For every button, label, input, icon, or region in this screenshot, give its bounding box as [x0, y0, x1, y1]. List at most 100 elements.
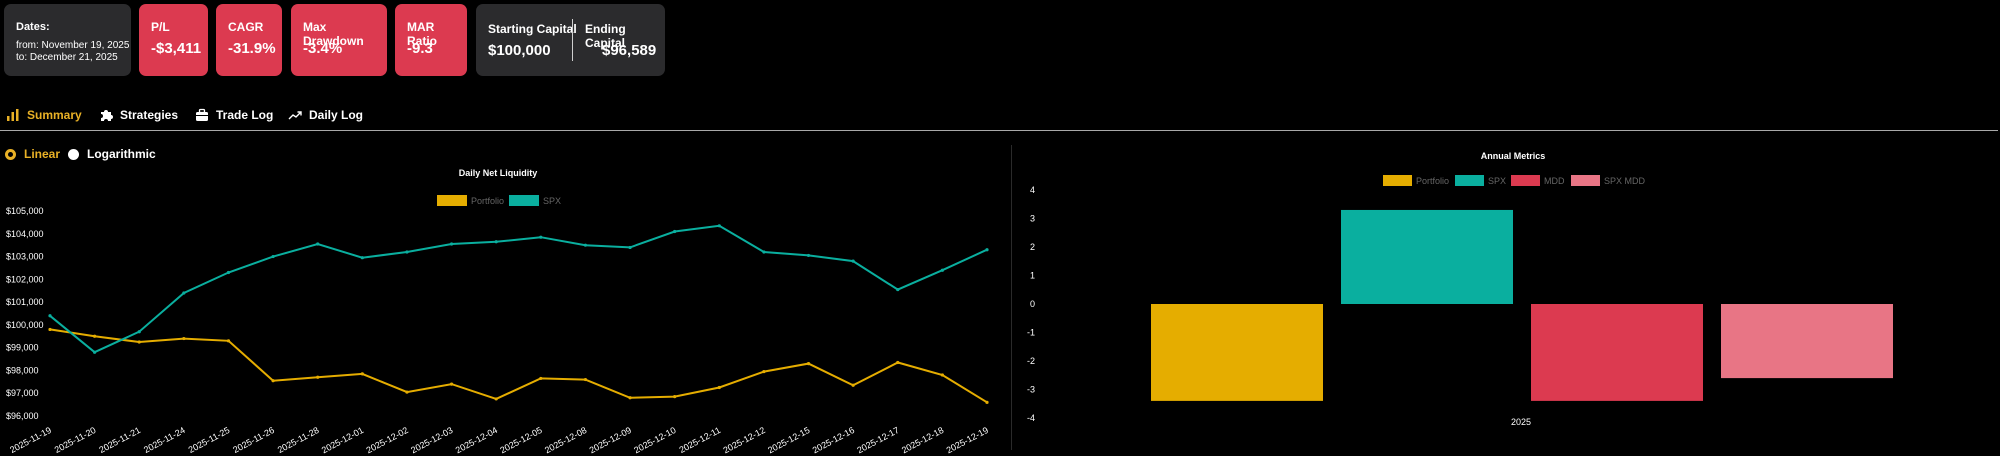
- max-drawdown-label: Max Drawdown: [303, 20, 364, 48]
- data-point-portfolio: [405, 390, 409, 394]
- data-point-spx: [673, 229, 677, 234]
- radio-unselected-icon: [68, 148, 79, 160]
- pl-value: -$3,411: [151, 40, 202, 57]
- dates-to: to: December 21, 2025: [16, 52, 118, 63]
- logarithmic-radio[interactable]: Logarithmic: [68, 147, 156, 161]
- y-tick-label: 1: [1030, 271, 1035, 281]
- dates-label: Dates:: [16, 21, 50, 33]
- legend-label-spx: SPX: [543, 196, 561, 206]
- cagr-card: CAGR -31.9%: [216, 4, 282, 76]
- bar-spx-mdd: [1721, 304, 1893, 379]
- x-tick-label: 2025-12-08: [543, 425, 588, 455]
- x-tick-label: 2025-11-28: [276, 425, 321, 455]
- bar-portfolio: [1151, 304, 1323, 401]
- dates-card: Dates: from: November 19, 2025 to: Decem…: [4, 4, 131, 76]
- briefcase-icon: [196, 108, 208, 121]
- y-tick-label: $96,000: [6, 411, 39, 421]
- starting-capital-value: $100,000: [488, 42, 551, 59]
- y-tick-label: $102,000: [6, 274, 44, 284]
- daily-net-liquidity-chart: Daily Net Liquidity Portfolio SPX $96,00…: [6, 168, 990, 455]
- y-tick-label: 3: [1030, 214, 1035, 224]
- data-point-spx: [271, 254, 275, 259]
- x-tick-label: 2025-12-19: [945, 425, 990, 455]
- logarithmic-label: Logarithmic: [87, 147, 156, 161]
- linear-radio[interactable]: Linear: [5, 147, 60, 161]
- tab-strategies[interactable]: Strategies: [99, 104, 178, 126]
- data-point-spx: [182, 291, 186, 295]
- max-drawdown-card: Max Drawdown -3.4%: [291, 4, 387, 76]
- line-chart-y-axis: $96,000 $97,000 $98,000 $99,000 $100,000 $101…: [6, 206, 44, 421]
- legend-label-mdd: MDD: [1544, 176, 1565, 186]
- data-point-portfolio: [48, 327, 52, 332]
- x-tick-label: 2025-12-17: [855, 425, 900, 455]
- tab-underline: [0, 130, 1998, 131]
- data-point-portfolio: [583, 377, 588, 382]
- x-tick-label: 2025-12-12: [721, 425, 766, 455]
- data-point-spx: [583, 243, 588, 247]
- starting-capital-label: Starting Capital: [488, 22, 577, 36]
- data-point-portfolio: [137, 340, 141, 344]
- tab-daily-log[interactable]: Daily Log: [288, 104, 363, 126]
- data-point-spx: [896, 287, 900, 292]
- legend-label-portfolio: Portfolio: [471, 196, 504, 206]
- y-tick-label: 2: [1030, 242, 1035, 252]
- x-tick-label: 2025-12-11: [677, 425, 722, 455]
- tab-trade-log[interactable]: Trade Log: [195, 104, 273, 126]
- y-tick-label: -4: [1027, 413, 1035, 423]
- y-tick-label: $105,000: [6, 206, 44, 216]
- data-point-portfolio: [673, 395, 677, 399]
- x-tick-label: 2025-12-05: [498, 425, 543, 455]
- tab-strategies-label: Strategies: [120, 108, 179, 122]
- y-tick-label: $99,000: [6, 343, 39, 353]
- bar-chart-icon: [7, 109, 19, 121]
- x-tick-label: 2025-11-25: [187, 425, 232, 455]
- bar-mdd: [1531, 304, 1703, 401]
- line-chart-legend: Portfolio SPX: [437, 195, 561, 206]
- data-point-spx: [762, 250, 766, 254]
- line-chart-x-axis: 2025-11-19 2025-11-20 2025-11-21 2025-11-24…: [8, 425, 990, 455]
- data-point-spx: [806, 253, 811, 258]
- legend-swatch-spx-mdd: [1571, 175, 1600, 186]
- legend-swatch-spx: [509, 195, 539, 206]
- data-point-spx: [226, 270, 231, 275]
- tab-daily-log-label: Daily Log: [309, 108, 364, 122]
- x-tick-label: 2025-12-09: [588, 425, 633, 455]
- legend-label-spx-mdd: SPX MDD: [1604, 176, 1646, 186]
- capital-divider: [572, 19, 573, 61]
- data-point-spx: [717, 224, 721, 228]
- max-drawdown-value: -3.4%: [303, 40, 343, 57]
- x-tick-label: 2025-11-19: [8, 425, 53, 455]
- data-point-spx: [539, 235, 543, 239]
- tab-summary[interactable]: Summary: [6, 104, 82, 126]
- data-point-portfolio: [93, 334, 97, 338]
- capital-card: Starting Capital $100,000 Ending Capital…: [476, 4, 665, 76]
- x-tick-label: 2025-12-02: [365, 425, 410, 455]
- line-chart-title: Daily Net Liquidity: [459, 168, 538, 178]
- y-tick-label: 4: [1030, 185, 1035, 195]
- tab-summary-label: Summary: [27, 108, 82, 122]
- bar-chart-title: Annual Metrics: [1481, 151, 1546, 161]
- data-point-spx: [48, 314, 52, 318]
- y-tick-label: -3: [1027, 385, 1035, 395]
- mar-ratio-label: MAR Ratio: [407, 20, 437, 48]
- data-point-portfolio: [182, 336, 186, 341]
- data-point-portfolio: [316, 375, 320, 379]
- data-point-portfolio: [717, 385, 721, 390]
- x-tick-label: 2025-12-18: [900, 425, 945, 455]
- mar-ratio-card: MAR Ratio -9.3: [395, 4, 467, 76]
- legend-label-portfolio: Portfolio: [1416, 176, 1449, 186]
- trend-up-icon: [288, 111, 302, 120]
- annual-metrics-chart: Annual Metrics Portfolio SPX MDD SPX MDD…: [1027, 151, 1893, 427]
- y-tick-label: $98,000: [6, 365, 39, 375]
- y-tick-label: -2: [1027, 356, 1035, 366]
- legend-label-spx: SPX: [1488, 176, 1506, 186]
- x-tick-label: 2025-11-26: [231, 425, 276, 455]
- data-point-spx: [940, 268, 944, 272]
- bar-spx: [1341, 209, 1513, 304]
- data-point-portfolio: [628, 396, 632, 400]
- bar-chart-legend: Portfolio SPX MDD SPX MDD: [1383, 175, 1646, 186]
- ending-capital-label: Ending Capital: [585, 22, 626, 50]
- series-line-spx: [49, 224, 988, 354]
- x-tick-label: 2025-12-04: [454, 425, 499, 455]
- cagr-label: CAGR: [228, 20, 264, 34]
